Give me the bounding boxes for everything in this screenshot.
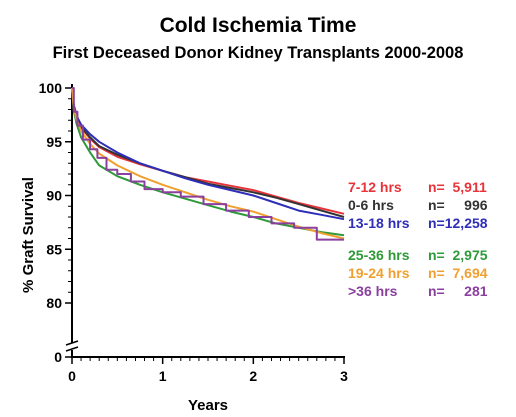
- axis-break-mark: [65, 346, 79, 352]
- axes: 100 95 90 85 80 00 1 2 3: [39, 80, 348, 384]
- survival-curves: [71, 87, 345, 241]
- x-tick-label: 0: [68, 368, 76, 384]
- legend-series-n: n= 281: [428, 283, 488, 299]
- legend-series-name: 0-6 hrs: [348, 197, 394, 213]
- legend-series-name: >36 hrs: [348, 283, 398, 299]
- y-tick-label: 85: [46, 241, 62, 257]
- chart-title: Cold Ischemia Time: [159, 14, 357, 37]
- legend: 7-12 hrs n= 5,911 0-6 hrs n= 996 13-18 hrs n=…: [348, 179, 488, 299]
- x-axis-label: Years: [188, 397, 228, 414]
- y-axis-label: % Graft Survival: [20, 177, 37, 293]
- x-tick-label: 3: [340, 368, 348, 384]
- series-line-6: [72, 87, 344, 241]
- y-tick-label: 100: [39, 80, 63, 96]
- legend-series-n: n= 996: [428, 197, 488, 213]
- legend-series-name: 25-36 hrs: [348, 247, 410, 263]
- axis-break-mark: [65, 340, 79, 346]
- y-tick-label: 0: [54, 349, 62, 365]
- series-line-3: [71, 87, 345, 221]
- x-tick-label: 1: [159, 368, 167, 384]
- series-line-2: [71, 87, 345, 218]
- legend-series-name: 7-12 hrs: [348, 179, 402, 195]
- x-tick-label: 2: [249, 368, 257, 384]
- legend-series-n: n= 5,911: [428, 179, 487, 195]
- y-tick-label: 80: [46, 295, 62, 311]
- y-tick-label: 95: [46, 134, 62, 150]
- series-line-5: [71, 87, 345, 240]
- legend-series-n: n= 2,975: [428, 247, 488, 263]
- y-tick-label: 90: [46, 188, 62, 204]
- legend-series-name: 19-24 hrs: [348, 265, 410, 281]
- legend-series-n: n= 7,694: [428, 265, 488, 281]
- legend-series-n: n=12,258: [428, 215, 488, 231]
- chart-subtitle: First Deceased Donor Kidney Transplants …: [52, 44, 464, 62]
- legend-series-name: 13-18 hrs: [348, 215, 410, 231]
